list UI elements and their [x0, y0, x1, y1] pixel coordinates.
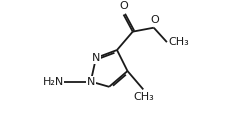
Text: N: N — [92, 53, 100, 63]
Text: H₂N: H₂N — [43, 77, 65, 87]
Text: CH₃: CH₃ — [168, 37, 189, 47]
Text: O: O — [150, 15, 159, 25]
Text: N: N — [87, 77, 95, 87]
Text: O: O — [119, 1, 128, 11]
Text: CH₃: CH₃ — [133, 92, 154, 102]
